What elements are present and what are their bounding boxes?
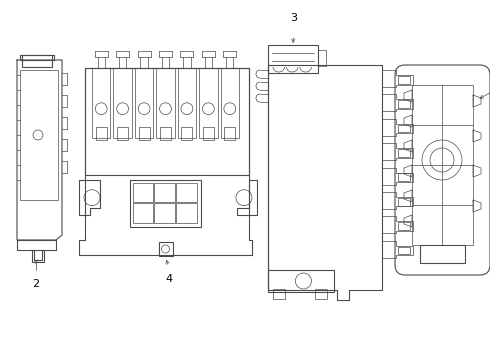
Bar bbox=[316, 289, 327, 299]
Bar bbox=[176, 203, 197, 223]
Bar bbox=[96, 127, 107, 140]
Bar bbox=[397, 149, 410, 157]
Bar bbox=[224, 127, 235, 140]
Bar bbox=[397, 100, 410, 108]
Bar bbox=[412, 85, 473, 245]
Bar bbox=[176, 183, 197, 202]
Bar bbox=[85, 68, 249, 175]
Bar bbox=[268, 270, 334, 292]
Bar bbox=[181, 127, 193, 140]
Bar bbox=[397, 125, 410, 132]
Bar bbox=[420, 245, 465, 263]
Bar bbox=[156, 68, 175, 138]
Bar bbox=[154, 183, 175, 202]
Bar bbox=[203, 127, 214, 140]
Bar bbox=[158, 242, 172, 256]
Bar bbox=[268, 45, 318, 73]
Bar bbox=[117, 127, 128, 140]
Bar bbox=[154, 203, 175, 223]
Bar bbox=[397, 76, 410, 84]
Text: 2: 2 bbox=[32, 279, 40, 289]
Bar bbox=[199, 68, 218, 138]
Bar bbox=[20, 70, 58, 200]
Bar bbox=[397, 174, 410, 181]
Bar bbox=[273, 289, 285, 299]
Bar bbox=[129, 180, 201, 227]
Bar bbox=[133, 183, 153, 202]
Bar bbox=[92, 68, 110, 138]
Bar bbox=[397, 198, 410, 206]
Bar bbox=[133, 203, 153, 223]
Bar bbox=[32, 250, 44, 262]
Bar bbox=[220, 68, 239, 138]
Bar bbox=[139, 127, 149, 140]
Bar bbox=[178, 68, 196, 138]
Bar bbox=[318, 50, 326, 66]
Bar bbox=[397, 247, 410, 254]
Bar bbox=[397, 222, 410, 230]
Bar bbox=[135, 68, 153, 138]
Bar bbox=[22, 55, 52, 67]
Text: 4: 4 bbox=[165, 274, 172, 284]
Text: 3: 3 bbox=[290, 13, 297, 23]
Bar bbox=[113, 68, 132, 138]
Bar bbox=[160, 127, 171, 140]
